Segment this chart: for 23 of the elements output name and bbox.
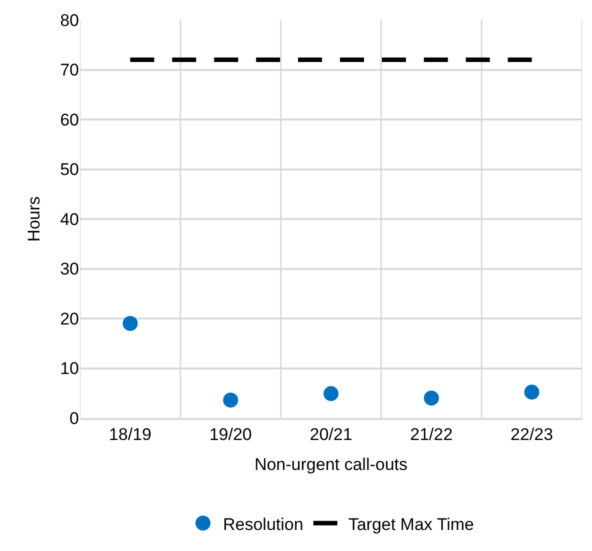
point [524,384,540,400]
x-tick-label: 22/23 [510,425,554,444]
y-tick-label: 40 [60,210,79,229]
legend-label: Resolution [223,514,304,534]
y-tick-label: 10 [60,359,79,378]
y-axis-title: Hours [24,196,44,242]
point [122,316,138,331]
x-tick-label: 21/22 [410,425,453,444]
point [223,392,238,408]
y-tick-label: 30 [60,260,79,279]
point [324,386,338,402]
x-tick-label: 18/19 [108,425,152,444]
x-tick-label: 20/21 [310,425,352,444]
y-tick-label: 60 [60,110,79,130]
y-tick-label: 50 [60,160,79,180]
y-tick-label: 70 [60,60,79,80]
y-tick-label: 20 [60,309,79,328]
legend-label: Target Max Time [348,514,474,534]
point [424,390,439,406]
x-tick-label: 19/20 [209,425,252,444]
y-tick-label: 0 [70,408,79,428]
x-axis-title: Non-urgent call-outs [254,455,408,474]
y-tick-label: 80 [60,10,79,30]
